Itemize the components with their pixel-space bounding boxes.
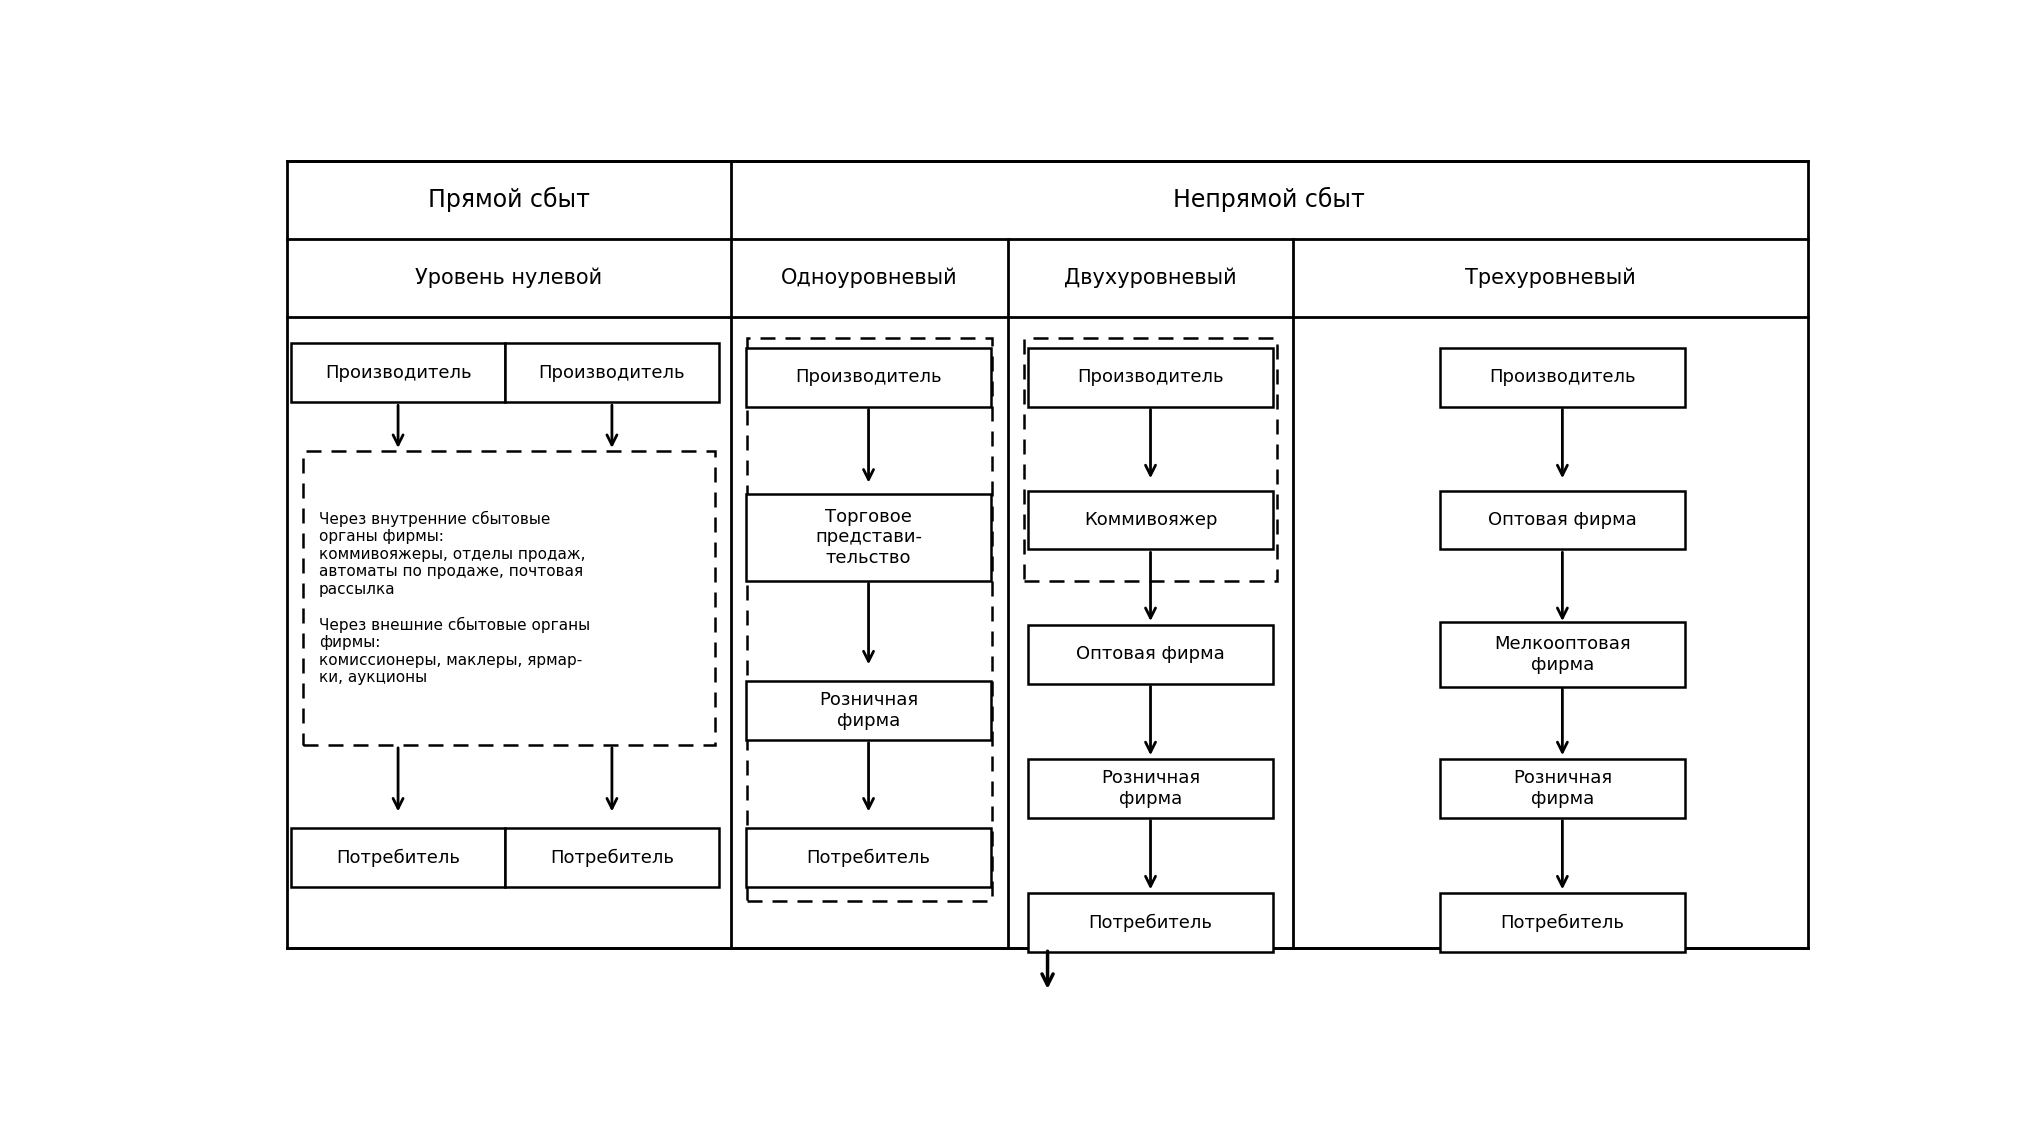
FancyBboxPatch shape — [1439, 347, 1684, 407]
FancyBboxPatch shape — [1028, 490, 1273, 550]
Text: Розничная
фирма: Розничная фирма — [1102, 769, 1200, 808]
FancyBboxPatch shape — [1439, 894, 1684, 952]
Text: Розничная
фирма: Розничная фирма — [1513, 769, 1613, 808]
FancyBboxPatch shape — [1024, 338, 1278, 581]
Text: Оптовая фирма: Оптовая фирма — [1488, 511, 1637, 529]
FancyBboxPatch shape — [1439, 490, 1684, 550]
FancyBboxPatch shape — [505, 344, 719, 402]
Text: Уровень нулевой: Уровень нулевой — [415, 268, 603, 288]
FancyBboxPatch shape — [1439, 759, 1684, 818]
Text: Коммивояжер: Коммивояжер — [1083, 511, 1218, 529]
FancyBboxPatch shape — [1028, 894, 1273, 952]
Text: Производитель: Производитель — [1077, 369, 1224, 387]
Text: Производитель: Производитель — [1490, 369, 1635, 387]
FancyBboxPatch shape — [746, 495, 991, 581]
Text: Потребитель: Потребитель — [1500, 914, 1625, 932]
Text: Через внутренние сбытовые
органы фирмы:
коммивояжеры, отделы продаж,
автоматы по: Через внутренние сбытовые органы фирмы: … — [319, 510, 591, 685]
FancyBboxPatch shape — [303, 451, 715, 745]
FancyBboxPatch shape — [746, 338, 991, 900]
Text: Трехуровневый: Трехуровневый — [1466, 268, 1635, 288]
Text: Мелкооптовая
фирма: Мелкооптовая фирма — [1494, 635, 1631, 673]
FancyBboxPatch shape — [1028, 347, 1273, 407]
Text: Одноуровневый: Одноуровневый — [781, 268, 959, 288]
Text: Производитель: Производитель — [795, 369, 942, 387]
Text: Розничная
фирма: Розничная фирма — [820, 691, 918, 729]
FancyBboxPatch shape — [290, 828, 505, 887]
Text: Оптовая фирма: Оптовая фирма — [1075, 645, 1224, 663]
FancyBboxPatch shape — [1028, 625, 1273, 683]
FancyBboxPatch shape — [746, 828, 991, 887]
FancyBboxPatch shape — [746, 347, 991, 407]
Text: Потребитель: Потребитель — [335, 849, 460, 867]
FancyBboxPatch shape — [1028, 759, 1273, 818]
Text: Потребитель: Потребитель — [550, 849, 675, 867]
FancyBboxPatch shape — [1439, 622, 1684, 687]
Text: Торговое
представи-
тельство: Торговое представи- тельство — [816, 508, 922, 568]
FancyBboxPatch shape — [505, 828, 719, 887]
Text: Непрямой сбыт: Непрямой сбыт — [1173, 188, 1365, 212]
Text: Потребитель: Потребитель — [807, 849, 930, 867]
Text: Потребитель: Потребитель — [1089, 914, 1212, 932]
Text: Прямой сбыт: Прямой сбыт — [427, 188, 591, 212]
Text: Производитель: Производитель — [325, 364, 472, 382]
FancyBboxPatch shape — [290, 344, 505, 402]
Text: Двухуровневый: Двухуровневый — [1065, 268, 1237, 288]
FancyBboxPatch shape — [286, 161, 1809, 949]
FancyBboxPatch shape — [746, 681, 991, 740]
Text: Производитель: Производитель — [540, 364, 685, 382]
